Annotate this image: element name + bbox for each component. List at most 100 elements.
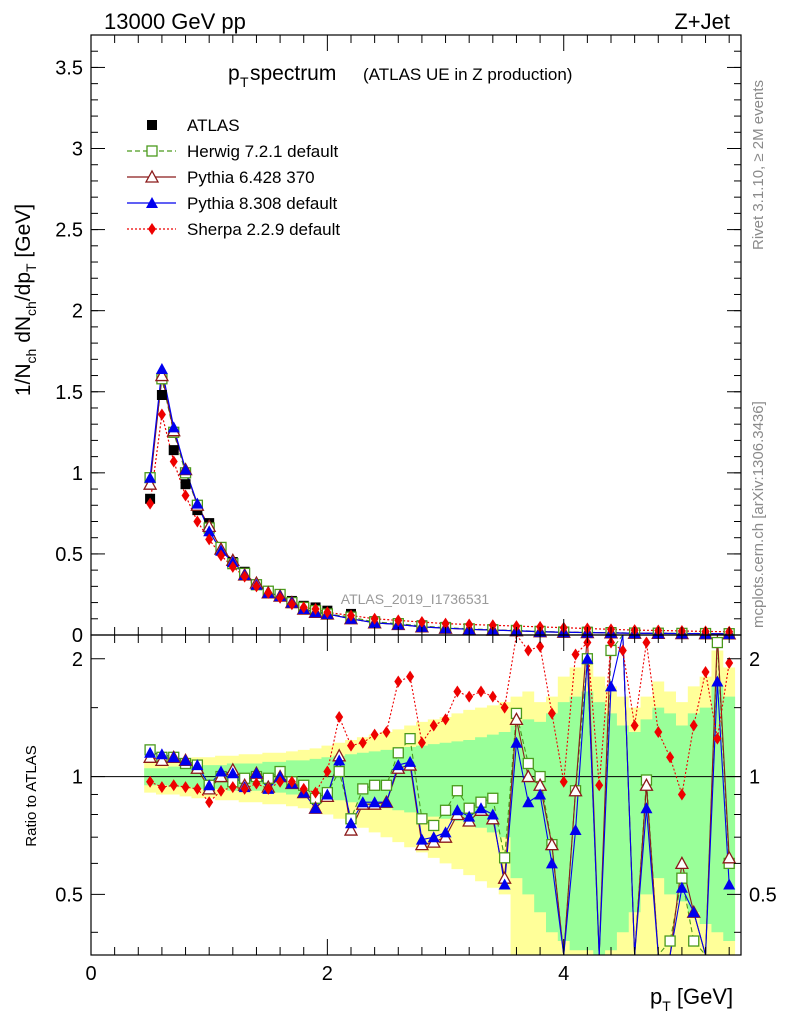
ratio-point <box>169 779 178 792</box>
ratio-point <box>688 935 700 947</box>
band-green <box>144 686 736 955</box>
ratio-point <box>568 783 583 797</box>
ratio-point <box>404 732 416 745</box>
ratio-point <box>404 755 417 767</box>
legend-item: Sherpa 2.2.9 default <box>127 220 340 239</box>
ratio-point <box>571 648 580 661</box>
top-point <box>191 497 204 509</box>
ratio-point <box>335 710 344 723</box>
x-tick-label: 4 <box>558 963 569 985</box>
top-point <box>370 612 379 625</box>
ratio-point <box>559 775 568 788</box>
x-tick-label: 2 <box>322 963 333 985</box>
top-point <box>276 591 285 604</box>
ratio-point <box>544 837 560 851</box>
legend-marker <box>146 197 158 208</box>
ratio-point <box>309 802 322 814</box>
ratio-point <box>666 751 675 764</box>
ratio-point <box>333 765 345 778</box>
top-point <box>465 618 474 631</box>
ratio-point <box>451 785 464 797</box>
header-left: 13000 GeV pp <box>104 9 246 34</box>
ratio-point <box>345 817 357 829</box>
ratio-point <box>475 802 487 814</box>
ratio-point <box>429 719 438 732</box>
ratio-point <box>654 725 663 738</box>
title-p: p <box>228 62 240 85</box>
ratio-point <box>321 788 334 800</box>
analysis-watermark: ATLAS_2019_I1736531 <box>341 591 490 607</box>
legend-marker <box>146 145 158 157</box>
top-point <box>512 620 521 633</box>
ratio-point <box>488 690 497 703</box>
ratio-point <box>642 636 651 649</box>
legend-label: Pythia 6.428 370 <box>187 168 315 187</box>
ratio-point <box>226 767 239 779</box>
ratio-point <box>250 767 263 779</box>
y-tick-label: 2 <box>72 301 83 323</box>
ratio-point <box>487 792 499 804</box>
ratio-point <box>723 878 736 890</box>
ratio-point <box>311 786 320 799</box>
ratio-y-tick-label-left: 1 <box>72 767 83 789</box>
ratio-point <box>287 775 296 788</box>
top-point <box>287 598 296 611</box>
ratio-point <box>536 640 545 653</box>
ratio-point <box>427 831 440 843</box>
top-point <box>252 580 261 593</box>
panel-frames <box>90 34 742 956</box>
y-axis-label-top: 1/Nch dNch/dpT [GeV] <box>12 204 39 396</box>
ratio-point <box>299 782 308 795</box>
ratio-point <box>498 852 511 864</box>
top-point <box>181 489 190 502</box>
axis-ticks: 00.511.522.533.50 2 40.5 0.51 12 2 <box>55 35 777 985</box>
ratio-point <box>333 754 346 766</box>
ratio-point <box>252 777 261 790</box>
top-point <box>347 609 355 622</box>
ratio-series-group <box>142 635 737 955</box>
ratio-point <box>264 782 273 795</box>
ratio-point <box>618 644 627 657</box>
ratio-point <box>323 765 332 778</box>
title-text: spectrum <box>250 62 336 85</box>
ratio-point <box>406 670 415 683</box>
legend-item: Herwig 7.2.1 default <box>127 142 338 161</box>
top-point <box>311 603 320 616</box>
ratio-point <box>416 813 428 825</box>
ratio-point <box>146 775 155 788</box>
ratio-point <box>370 728 379 741</box>
ratio-point <box>343 822 359 836</box>
ratio-point <box>605 680 617 692</box>
ratio-point <box>417 736 426 749</box>
ratio-point <box>500 701 509 714</box>
ratio-point <box>509 712 524 726</box>
ratio-point <box>675 881 688 893</box>
ratio-point <box>486 808 499 820</box>
rivet-info: Rivet 3.1.10, ≥ 2M events <box>750 80 767 250</box>
ratio-point <box>203 779 216 791</box>
ratio-point <box>240 782 249 795</box>
legend-label: Sherpa 2.2.9 default <box>187 220 340 239</box>
top-point <box>323 606 332 619</box>
ratio-point <box>228 781 237 794</box>
ratio-point <box>380 796 393 808</box>
legend-item: Pythia 6.428 370 <box>127 168 315 187</box>
ratio-point <box>722 850 737 864</box>
ratio-point <box>368 779 381 791</box>
ratio-point <box>451 804 464 816</box>
ratio-point <box>191 759 204 771</box>
ratio-point <box>392 747 404 759</box>
ratio-y-tick-label-right: 0.5 <box>749 884 777 906</box>
legend-label: Herwig 7.2.1 default <box>187 142 338 161</box>
ratio-point <box>664 935 676 947</box>
ratio-point <box>689 719 698 732</box>
ratio-point <box>510 736 523 748</box>
title-paren: (ATLAS UE in Z production) <box>363 65 572 84</box>
ratio-point <box>356 796 369 808</box>
legend-label: Pythia 8.308 default <box>187 194 338 213</box>
top-point <box>193 515 202 528</box>
ratio-point <box>581 652 594 664</box>
top-point <box>240 570 249 583</box>
ratio-point <box>524 644 533 657</box>
